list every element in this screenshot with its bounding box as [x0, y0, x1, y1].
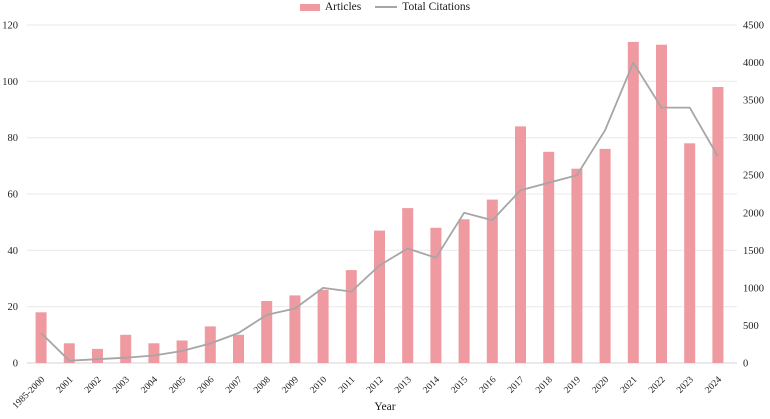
bar-2016	[486, 199, 498, 363]
legend-item-articles: Articles	[299, 1, 362, 13]
bar-2013	[402, 208, 414, 363]
bar-1985-2000	[35, 312, 47, 363]
right-axis-tick-3000: 3000	[743, 133, 764, 144]
x-axis-label-2013: 2013	[393, 375, 414, 396]
bar-2001	[63, 343, 75, 363]
bar-2003	[120, 334, 132, 363]
x-axis-label-2016: 2016	[478, 375, 499, 396]
x-axis-label-2014: 2014	[422, 375, 443, 396]
legend-label-articles: Articles	[324, 1, 362, 13]
x-axis-label-2019: 2019	[563, 375, 584, 396]
bar-2002	[92, 348, 103, 363]
right-axis-tick-2000: 2000	[743, 208, 764, 219]
bar-2010	[317, 289, 329, 363]
x-axis-label-2004: 2004	[140, 375, 161, 396]
x-axis-title: Year	[374, 401, 396, 413]
bar-2012	[374, 230, 385, 363]
bar-2020	[599, 148, 611, 363]
x-axis-label-2022: 2022	[647, 375, 668, 396]
bar-2011	[345, 270, 357, 363]
bar-2014	[430, 227, 442, 363]
left-axis-tick-80: 80	[8, 133, 19, 144]
right-axis-tick-1500: 1500	[743, 246, 764, 257]
x-axis-label-2011: 2011	[337, 375, 357, 395]
x-axis-label-2010: 2010	[309, 375, 330, 396]
bar-2023	[684, 143, 696, 363]
right-axis-tick-0: 0	[743, 359, 748, 370]
x-axis-label-2021: 2021	[619, 375, 640, 396]
left-axis-tick-40: 40	[8, 246, 19, 257]
bar-2008	[261, 301, 273, 363]
left-axis-tick-120: 120	[2, 21, 18, 32]
x-axis-label-2005: 2005	[168, 375, 189, 396]
bar-2006	[204, 326, 216, 363]
left-axis-tick-20: 20	[8, 302, 19, 313]
right-axis-tick-3500: 3500	[743, 96, 764, 107]
bar-2019	[571, 168, 583, 363]
bar-2018	[543, 151, 555, 364]
x-axis-label-2020: 2020	[591, 375, 612, 396]
bar-2022	[656, 44, 667, 363]
x-axis-label-2024: 2024	[704, 375, 725, 396]
articles-bar-swatch-icon	[299, 3, 320, 11]
x-axis-label-2003: 2003	[111, 375, 132, 396]
left-axis-tick-100: 100	[2, 77, 18, 88]
bar-2007	[233, 334, 244, 363]
bar-2009	[289, 295, 301, 363]
x-axis-label-2015: 2015	[450, 375, 471, 396]
total-citations-line	[40, 61, 719, 362]
x-axis-label-2007: 2007	[224, 375, 245, 396]
x-axis-label-2009: 2009	[281, 375, 302, 396]
citations-line-swatch-icon	[375, 6, 398, 8]
x-axis-label-2006: 2006	[196, 375, 217, 396]
bar-2017	[515, 126, 526, 364]
x-axis-label-2001: 2001	[55, 375, 76, 396]
bar-2004	[148, 343, 160, 363]
x-axis-label-2012: 2012	[365, 375, 386, 396]
x-axis-label-2008: 2008	[252, 375, 273, 396]
left-axis-tick-60: 60	[8, 190, 19, 201]
x-axis-label-2023: 2023	[675, 375, 696, 396]
right-axis-tick-2500: 2500	[743, 171, 764, 182]
x-axis-label-2017: 2017	[506, 375, 527, 396]
bar-2015	[458, 219, 470, 363]
x-axis-label-2018: 2018	[534, 375, 555, 396]
right-axis-tick-4000: 4000	[743, 58, 764, 69]
right-axis-tick-4500: 4500	[743, 21, 764, 32]
left-axis-tick-0: 0	[13, 359, 18, 370]
right-axis-tick-500: 500	[743, 321, 759, 332]
right-axis-tick-1000: 1000	[743, 283, 764, 294]
chart-legend: Articles Total Citations	[0, 1, 770, 13]
legend-item-total-citations: Total Citations	[375, 1, 470, 13]
bar-2024	[712, 87, 724, 363]
bar-2021	[627, 41, 639, 364]
legend-label-total-citations: Total Citations	[402, 1, 471, 13]
x-axis-label-2002: 2002	[83, 375, 104, 396]
